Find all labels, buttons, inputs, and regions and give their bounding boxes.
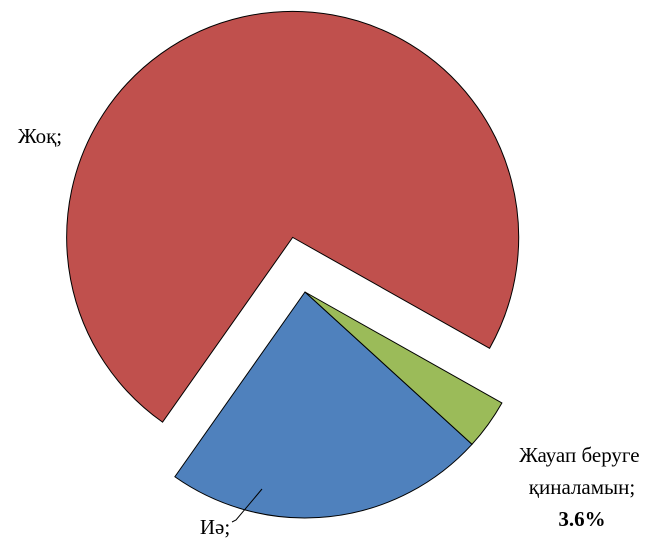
pie-slice [66, 10, 520, 423]
pie-slice [304, 291, 503, 445]
category-label: Иә; [200, 515, 230, 539]
category-label: Жауап беруге қиналамын; [519, 443, 645, 499]
value-label: 3.6% [558, 507, 605, 531]
category-label: Жоқ; [18, 124, 62, 148]
pie-slice [174, 291, 473, 519]
label-line: Жауап беруге [519, 443, 645, 467]
leader-line [231, 488, 263, 523]
label-line: қиналамын; [529, 475, 635, 499]
